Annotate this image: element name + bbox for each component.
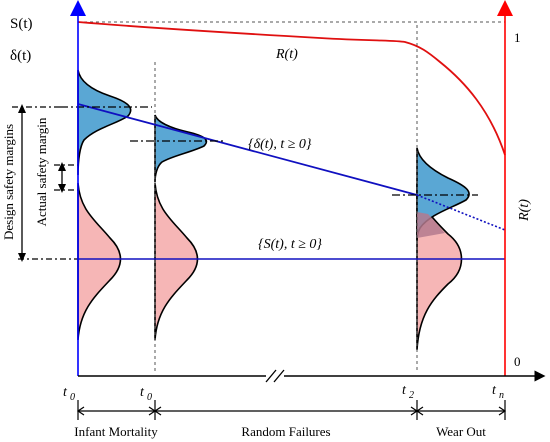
svg-text:0: 0 [70,392,75,403]
right-axis-bottom-tick: 0 [514,354,521,369]
reliability-curve-label: R(t) [275,47,298,62]
left-axis-top-label: S(t) [10,16,33,32]
overlap-region [417,212,445,238]
strength-set-label: {δ(t), t ≥ 0} [248,137,312,152]
design-margin-label: Design safety margins [1,124,16,240]
stress-distribution-2 [154,182,199,341]
time-tick-t0-a: t 0 [63,385,75,403]
stress-set-label: {S(t), t ≥ 0} [258,237,322,252]
svg-text:t: t [402,383,407,398]
reliability-curve [77,21,506,156]
svg-text:t: t [140,385,145,400]
actual-margin-label: Actual safety margin [34,117,49,226]
strength-distribution-2 [154,114,208,183]
svg-text:0: 0 [147,392,152,403]
stress-distribution-1 [77,182,122,341]
left-axis-second-label: δ(t) [10,48,31,64]
time-tick-t2: t 2 [402,383,414,401]
strength-trend-line [77,103,418,196]
time-tick-tn: t n [492,383,504,401]
right-axis-label: R(t) [517,199,532,222]
phase-label-random: Random Failures [241,424,330,439]
axis-break-icon [265,369,285,383]
time-tick-t0-b: t 0 [140,385,152,403]
phase-label-infant: Infant Mortality [74,424,158,439]
svg-text:t: t [492,383,497,398]
right-axis-top-tick: 1 [514,30,521,45]
phase-label-wearout: Wear Out [436,424,486,439]
svg-text:t: t [63,385,68,400]
svg-text:2: 2 [409,390,414,401]
strength-distribution-1 [77,69,132,176]
svg-text:n: n [499,390,504,401]
